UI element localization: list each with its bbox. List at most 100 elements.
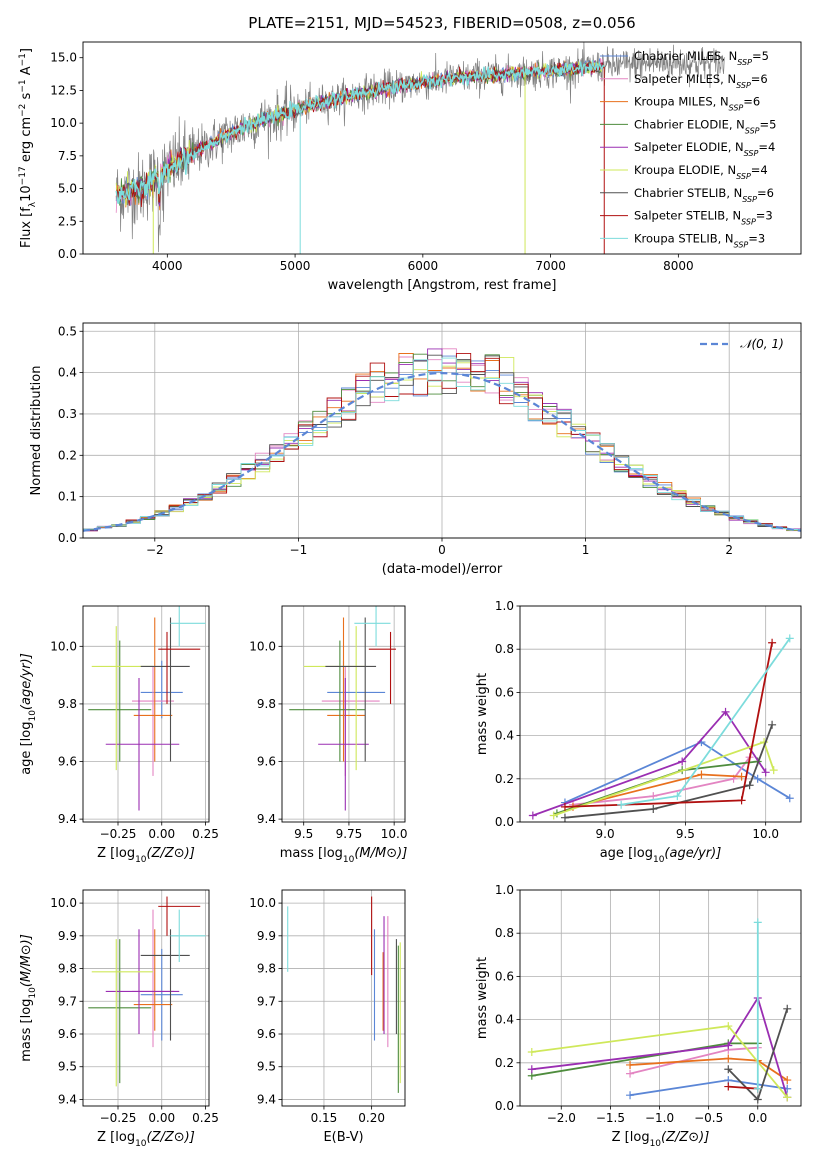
weight-marker: [721, 707, 730, 716]
age-weight-xlabel: age [log10(age/yr)]: [600, 846, 722, 865]
weight-series-line: [564, 724, 773, 819]
normal-curve: [83, 371, 801, 532]
residuals-xtick-label: −2: [146, 543, 164, 557]
ebv-mass-frame: [281, 889, 406, 1107]
spectrum-model-line: [115, 60, 605, 207]
legend-entry: Kroupa ELODIE, NSSP=4: [634, 163, 768, 181]
errorbar-point: [91, 939, 153, 1087]
weight-marker: [753, 1084, 762, 1093]
weight-marker: [724, 1041, 733, 1050]
z-age-ytick-label: 9.6: [58, 755, 77, 769]
weight-series-line: [621, 637, 791, 806]
residuals-xlabel: (data-model)/error: [382, 562, 503, 577]
age-weight-ytick-label: 0.2: [495, 772, 514, 786]
errorbar-point: [91, 626, 153, 771]
weight-marker: [724, 1065, 733, 1074]
errorbar-point: [354, 606, 391, 647]
z-age-ytick-label: 10.0: [50, 639, 77, 653]
z-weight-ytick-label: 0.8: [495, 926, 514, 940]
residuals-ytick-label: 0.0: [58, 531, 77, 545]
legend-entry: Chabrier MILES, NSSP=5: [634, 49, 769, 67]
weight-marker: [753, 774, 762, 783]
errorbar-point: [105, 678, 180, 811]
z-mass-ytick-label: 9.8: [58, 962, 77, 976]
spectrum-xlabel: wavelength [Angstrom, rest frame]: [328, 278, 557, 293]
z-mass-xtick-label: 0.00: [148, 1111, 175, 1125]
weight-marker: [560, 802, 569, 811]
residual-histogram: [83, 354, 801, 533]
legend-entry: Kroupa STELIB, NSSP=3: [634, 231, 765, 249]
residuals-xtick-label: −1: [290, 543, 308, 557]
residuals-ylabel: Normed distribution: [29, 366, 44, 496]
spectrum-ytick-label: 15.0: [50, 51, 77, 65]
weight-marker: [678, 757, 687, 766]
legend-entry: Kroupa MILES, NSSP=6: [634, 95, 760, 113]
figure-title: PLATE=2151, MJD=54523, FIBERID=0508, z=0…: [248, 14, 635, 32]
z-weight-frame: [519, 889, 802, 1107]
spectrum-ylabel: Flux [fλ10−17 erg cm−2 s−1 A−1]: [18, 48, 38, 248]
weight-marker: [783, 1076, 792, 1085]
spectrum-ytick-label: 0.0: [58, 247, 77, 261]
weight-marker: [753, 1095, 762, 1104]
z-mass-xtick-label: 0.25: [192, 1111, 219, 1125]
z-weight-xtick-label: −1.0: [645, 1111, 674, 1125]
errorbar-point: [321, 666, 380, 776]
weight-marker: [783, 1093, 792, 1102]
z-weight-xtick-label: −1.5: [596, 1111, 625, 1125]
weight-marker: [626, 1069, 635, 1078]
mass-age-xtick-label: 9.75: [336, 827, 363, 841]
z-age-xtick-label: 0.25: [192, 827, 219, 841]
z-mass-data-group: [88, 896, 206, 1087]
weight-marker: [626, 1091, 635, 1100]
weight-marker: [768, 638, 777, 647]
z-mass-ytick-label: 9.7: [58, 994, 77, 1008]
weight-marker: [528, 811, 537, 820]
weight-series-line: [531, 995, 789, 1098]
legend-entry: Salpeter MILES, NSSP=6: [634, 72, 768, 90]
residuals-ytick-label: 0.4: [58, 366, 77, 380]
errorbar-point: [105, 929, 180, 1034]
spectrum-model-line: [115, 60, 605, 204]
z-weight-data-group: [527, 918, 792, 1104]
weight-marker: [649, 792, 658, 801]
z-weight-ytick-label: 0.0: [495, 1099, 514, 1113]
weight-marker: [737, 796, 746, 805]
z-weight-xtick-label: −2.0: [547, 1111, 576, 1125]
ebv-mass-data-group: [287, 896, 401, 1093]
weight-marker: [649, 805, 658, 814]
legend-entry: Chabrier ELODIE, NSSP=5: [634, 117, 776, 135]
spectrum-ytick-label: 10.0: [50, 116, 77, 130]
z-age-xtick-label: 0.00: [148, 827, 175, 841]
weight-marker: [617, 800, 626, 809]
mass-age-xtick-label: 10.0: [381, 827, 408, 841]
weight-marker: [724, 1054, 733, 1063]
weight-series-line: [629, 1057, 788, 1081]
errorbar-point: [140, 617, 190, 762]
ebv-mass-axes: 0.15 0.20 9.4 9.5 9.6 9.7 9.8 9.9 10.0: [249, 890, 405, 1125]
z-mass-ytick-label: 9.5: [58, 1060, 77, 1074]
z-mass-ytick-label: 9.4: [58, 1092, 77, 1106]
spectrum-axes: 4000 5000 6000 7000 8000 0.0 2.5 5.0 7.5 10.0 12.5…: [50, 51, 693, 273]
ebv-mass-ytick-label: 9.6: [257, 1027, 276, 1041]
residuals-ytick-label: 0.5: [58, 324, 77, 338]
spectrum-model-line: [115, 58, 605, 208]
legend-entry: Chabrier STELIB, NSSP=6: [634, 186, 774, 204]
residuals-frame: [82, 322, 802, 539]
z-age-axes: −0.25 0.00 0.25 9.4 9.6 9.8 10.0: [50, 606, 219, 841]
age-weight-ytick-label: 0.4: [495, 729, 514, 743]
spectrum-xtick-label: 4000: [152, 259, 183, 273]
weight-marker: [753, 918, 762, 927]
residuals-data-group: [83, 348, 801, 533]
residuals-xtick-label: 0: [438, 543, 446, 557]
weight-series-line: [728, 1085, 758, 1090]
z-age-ytick-label: 9.4: [58, 812, 77, 826]
ebv-mass-xtick-label: 0.20: [358, 1111, 385, 1125]
mass-age-axes: 9.5 9.75 10.0 9.4 9.6 9.8 10.0: [249, 606, 408, 841]
residuals-xtick-label: 1: [582, 543, 590, 557]
mass-age-ytick-label: 10.0: [249, 639, 276, 653]
mass-age-data-group: [289, 606, 396, 811]
spectrum-data-group: [115, 42, 725, 254]
errorbar-point: [170, 909, 206, 962]
age-weight-xtick-label: 9.5: [676, 827, 695, 841]
